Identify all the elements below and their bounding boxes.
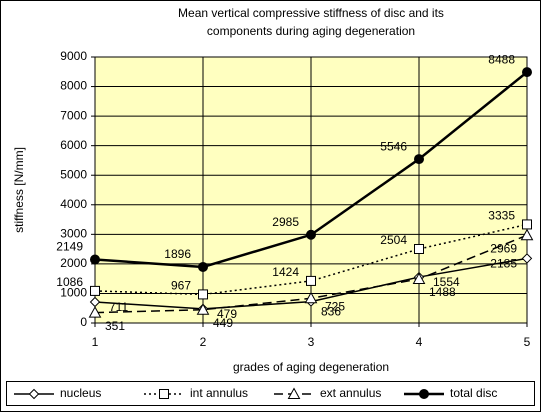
marker (306, 229, 316, 240)
y-tick-label: 5000 (60, 167, 87, 181)
x-tick-label: 4 (416, 335, 423, 349)
marker (304, 291, 318, 304)
marker (306, 275, 316, 286)
data-label: 5546 (380, 139, 407, 153)
data-label: 1488 (429, 285, 456, 299)
legend (6, 381, 535, 406)
y-tick-label: 4000 (60, 197, 87, 211)
x-tick-label: 2 (200, 335, 207, 349)
marker (198, 261, 208, 272)
legend-marker (159, 389, 169, 399)
y-tick-label: 9000 (60, 49, 87, 63)
marker (521, 253, 533, 264)
data-label: 2504 (380, 233, 407, 247)
data-label: 967 (171, 279, 191, 293)
x-tick-label: 3 (308, 335, 315, 349)
marker (414, 154, 424, 165)
y-axis-label: stiffness [N/mm] (12, 147, 26, 233)
data-label: 711 (109, 300, 128, 314)
data-label: 725 (325, 300, 345, 314)
data-label: 2969 (490, 241, 517, 255)
x-axis-label: grades of aging degeneration (233, 360, 389, 374)
legend-marker (419, 389, 429, 399)
y-tick-label: 2000 (60, 256, 87, 270)
marker (90, 254, 100, 265)
y-tick-label: 8000 (60, 79, 87, 93)
data-label: 479 (217, 307, 237, 321)
legend-label: ext annulus (320, 386, 381, 400)
marker (414, 243, 424, 254)
legend-label: nucleus (60, 386, 101, 400)
legend-label: int annulus (190, 386, 248, 400)
marker (196, 303, 210, 315)
data-label: 1086 (56, 275, 83, 289)
marker (412, 272, 426, 285)
data-label: 8488 (488, 52, 515, 66)
data-label: 2985 (272, 215, 299, 229)
x-tick-label: 5 (524, 335, 531, 349)
data-label: 1424 (272, 265, 299, 279)
data-label: 1554 (433, 275, 460, 289)
y-tick-label: 1000 (60, 286, 87, 300)
chart-title: Mean vertical compressive stiffness of d… (178, 6, 444, 20)
data-label: 449 (213, 316, 233, 330)
legend-label: total disc (450, 386, 497, 400)
marker (88, 306, 102, 318)
data-label: 1896 (164, 247, 191, 261)
data-label: 2185 (490, 257, 517, 271)
legend-marker (28, 388, 40, 400)
y-tick-label: 6000 (60, 138, 87, 152)
marker (90, 285, 100, 296)
marker (522, 219, 532, 230)
legend-marker (287, 387, 301, 399)
marker (198, 289, 208, 300)
y-tick-label: 3000 (60, 227, 87, 241)
marker (520, 228, 534, 241)
marker (522, 67, 532, 78)
y-tick-label: 7000 (60, 108, 87, 122)
data-label: 351 (105, 319, 125, 333)
chart-title: components during aging degeneration (207, 24, 415, 38)
data-label: 2149 (56, 240, 83, 254)
y-tick-label: 0 (80, 315, 87, 329)
data-label: 836 (321, 304, 341, 318)
data-label: 3335 (488, 209, 515, 223)
x-tick-label: 1 (92, 335, 99, 349)
